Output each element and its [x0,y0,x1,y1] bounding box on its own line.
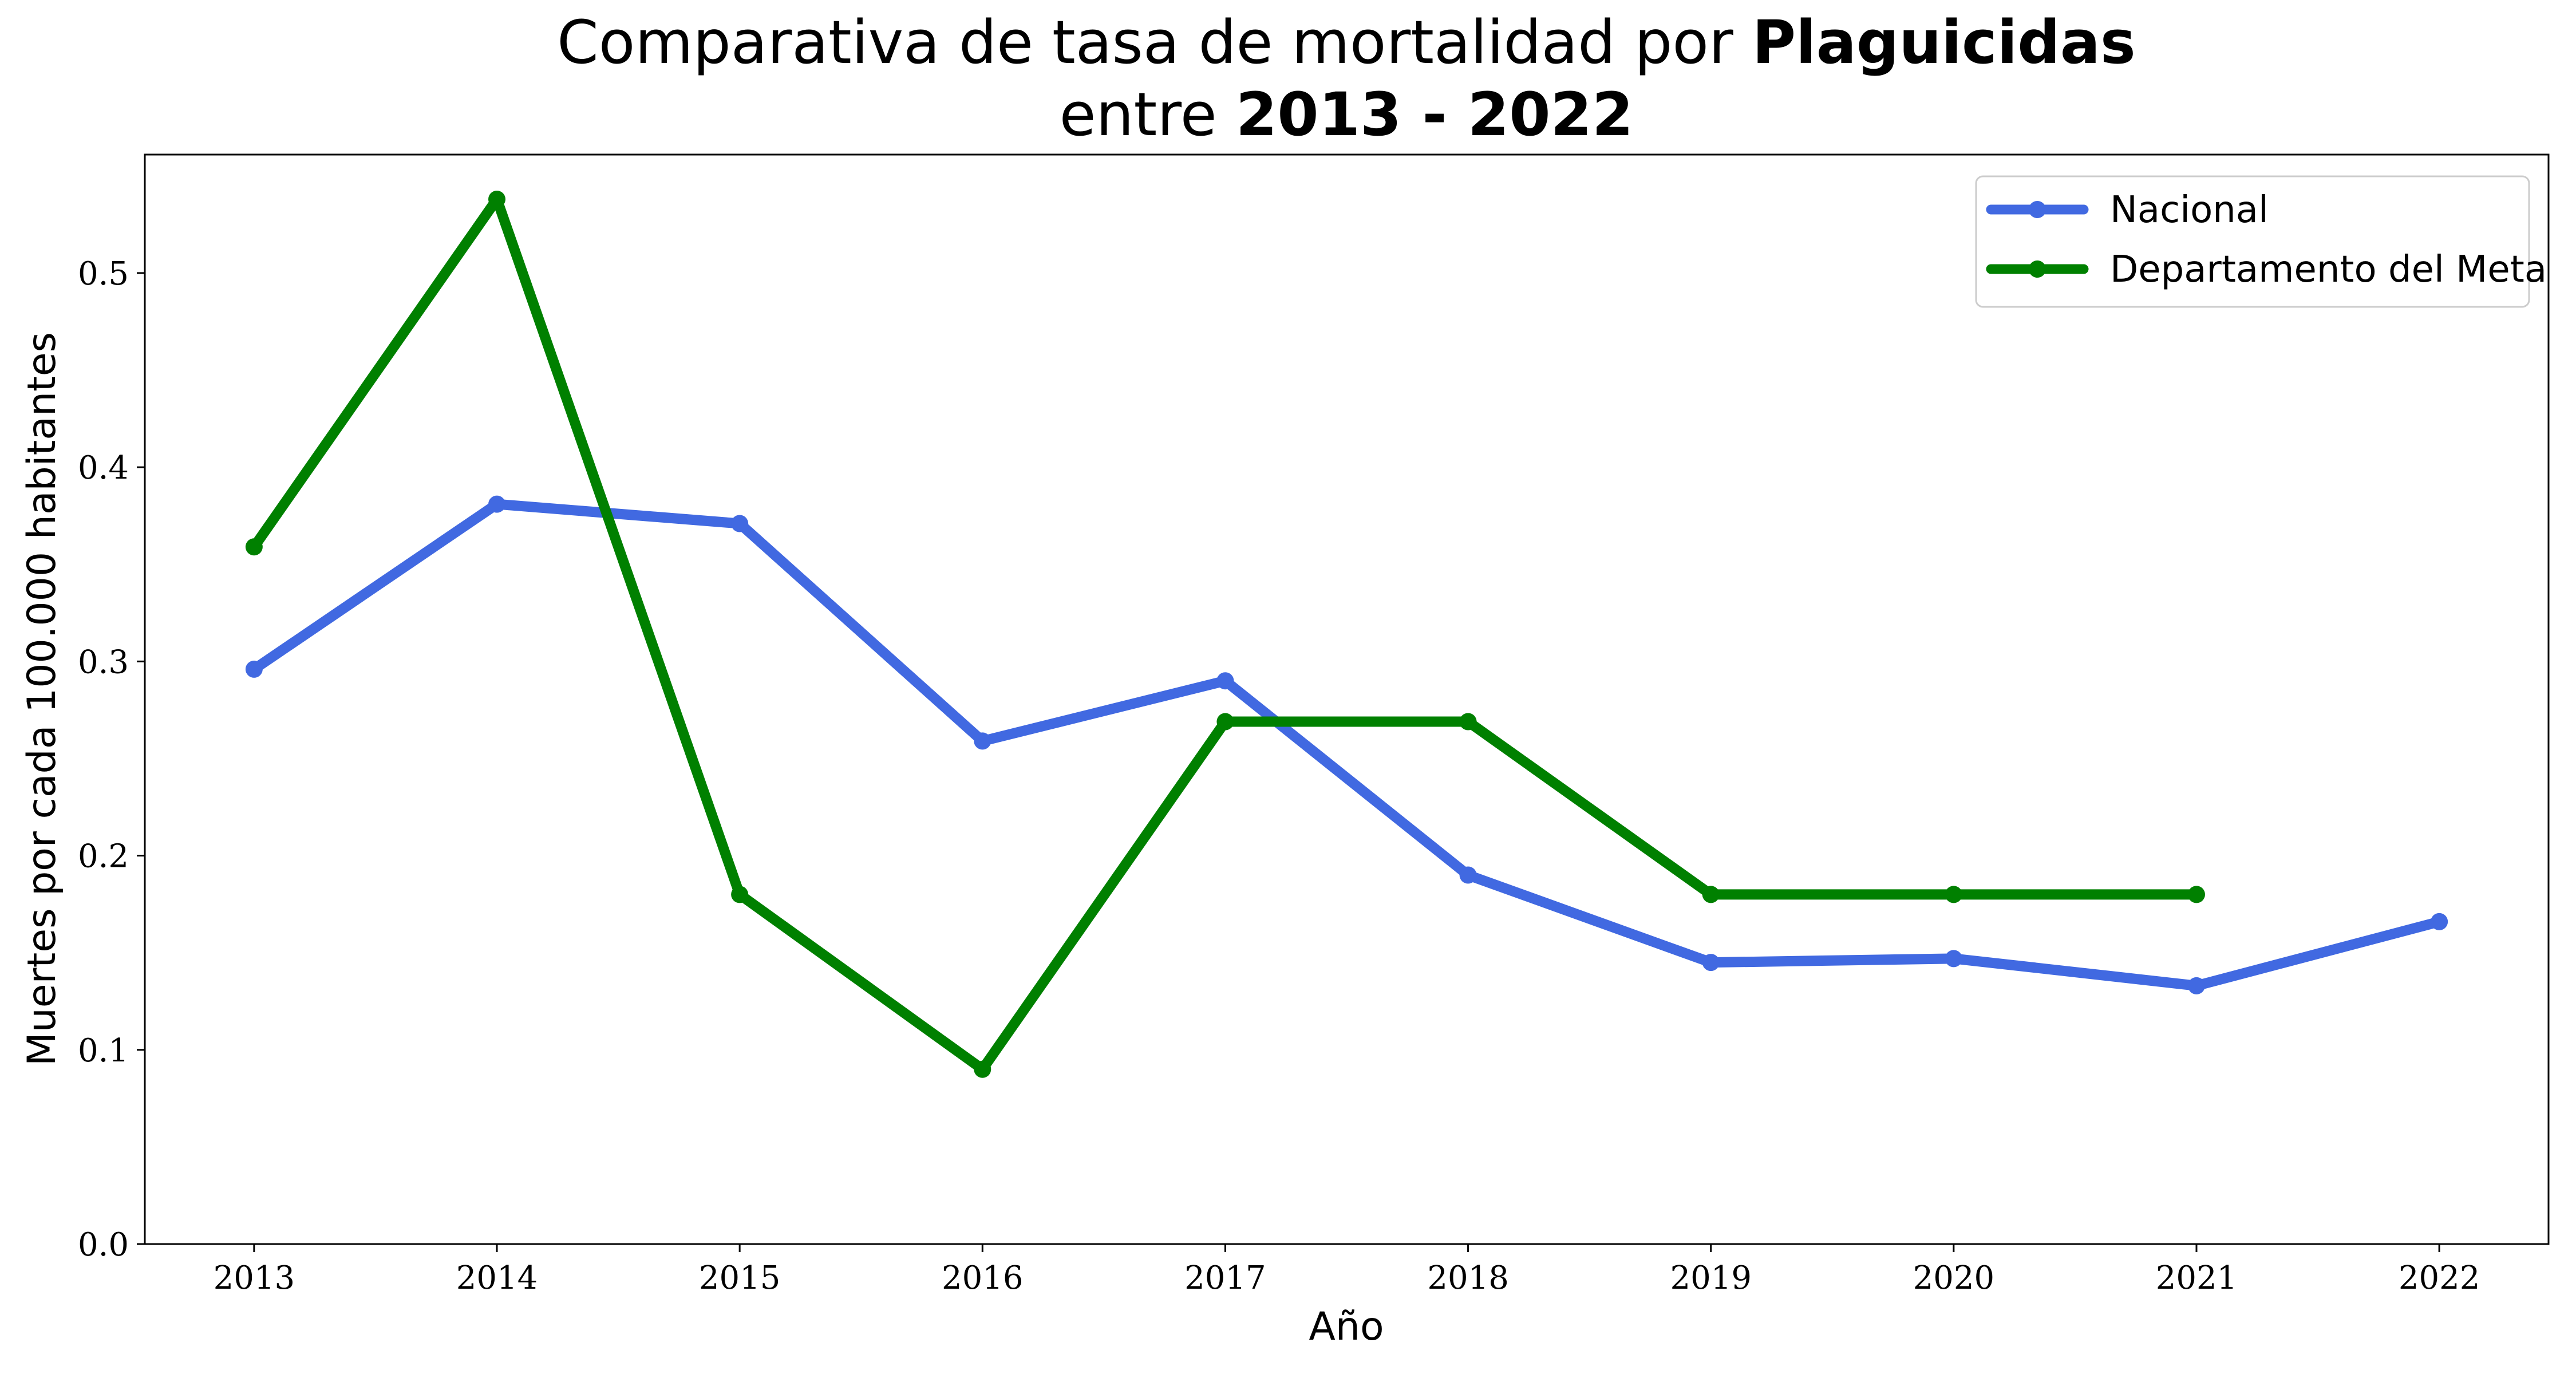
data-point-meta [1702,886,1720,903]
data-point-nacional [2431,913,2448,930]
y-tick-label: 0.1 [78,1032,129,1069]
y-tick-label: 0.0 [78,1226,129,1264]
x-axis-label: Año [1309,1304,1384,1349]
data-point-nacional [1459,866,1477,884]
series-layer [245,191,2448,1078]
x-tick-label: 2019 [1670,1260,1752,1297]
x-tick-label: 2018 [1427,1260,1509,1297]
data-point-nacional [488,495,506,513]
legend-label-nacional: Nacional [2110,189,2269,231]
chart-title-line-1: Comparativa de tasa de mortalidad por Pl… [557,7,2136,77]
data-point-nacional [245,660,263,678]
legend: Nacional Departamento del Meta [1975,175,2547,308]
data-point-nacional [1702,954,1720,972]
data-point-nacional [1216,672,1234,690]
data-point-nacional [1945,950,1962,968]
y-tick-label: 0.3 [78,643,129,681]
data-point-meta [2187,886,2205,903]
y-tick-label: 0.4 [78,449,129,487]
data-point-nacional [731,515,749,532]
legend-label-meta: Departamento del Meta [2110,248,2547,291]
data-point-meta [245,538,263,556]
legend-box [1975,175,2530,308]
x-tick-label: 2013 [214,1260,295,1297]
x-tick-label: 2015 [699,1260,781,1297]
x-tick-label: 2020 [1913,1260,1995,1297]
data-point-nacional [974,732,991,750]
data-point-meta [974,1060,991,1078]
legend-marker-meta [2029,260,2046,278]
x-axis-ticks: 2013 2014 2015 2016 2017 2018 2019 2020 2021 2022 [214,1244,2480,1297]
data-point-meta [1459,713,1477,731]
legend-marker-nacional [2029,201,2046,218]
x-tick-label: 2022 [2399,1260,2480,1297]
data-point-nacional [2187,977,2205,994]
x-tick-label: 2014 [456,1260,538,1297]
y-axis-label: Muertes por cada 100.000 habitantes [19,332,65,1066]
x-tick-label: 2016 [942,1260,1024,1297]
data-point-meta [488,191,506,208]
y-tick-label: 0.2 [78,838,129,875]
data-point-meta [1945,886,1962,903]
series-line-nacional [248,499,2445,991]
x-tick-label: 2017 [1184,1260,1266,1297]
data-point-meta [731,886,749,903]
y-axis-ticks: 0.0 0.1 0.2 0.3 0.4 0.5 [78,255,145,1264]
y-tick-label: 0.5 [78,255,129,293]
data-point-meta [1216,713,1234,731]
chart-title-line-2: entre 2013 - 2022 [1060,80,1634,149]
plot-area-frame [144,153,2550,1245]
x-tick-label: 2021 [2156,1260,2238,1297]
